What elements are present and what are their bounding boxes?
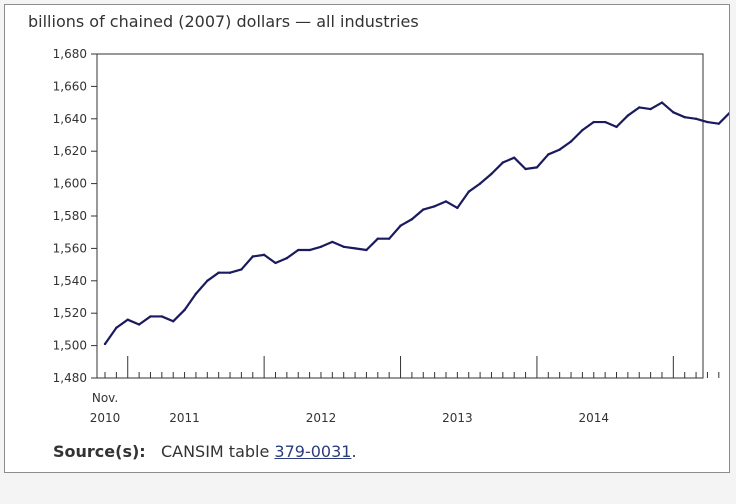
data-point [638, 106, 641, 109]
data-point [376, 237, 379, 240]
data-point [422, 208, 425, 211]
y-tick-label: 1,560 [53, 241, 87, 255]
data-point [331, 240, 334, 244]
data-point [228, 271, 232, 274]
data-point [206, 279, 209, 282]
data-point [694, 117, 698, 121]
data-point [717, 122, 720, 125]
y-tick-label: 1,500 [53, 339, 87, 353]
data-point [353, 247, 357, 250]
data-point [126, 318, 129, 321]
data-point [115, 326, 118, 329]
y-tick-label: 1,580 [53, 209, 87, 223]
plot-area [96, 53, 704, 379]
y-tick-label: 1,680 [53, 47, 87, 61]
data-point [387, 237, 391, 240]
source-table-link[interactable]: 379-0031 [274, 442, 352, 461]
x-tick-label-month: Nov. [92, 391, 118, 405]
data-point [274, 261, 277, 265]
data-point [103, 342, 107, 346]
data-point [365, 248, 368, 252]
x-tick-label-year: 2014 [578, 411, 609, 425]
x-tick-label-year: 2013 [442, 411, 473, 425]
source-text: CANSIM table [160, 442, 270, 461]
source-note: Source(s): CANSIM table 379-0031. [53, 442, 357, 461]
data-points [103, 101, 729, 346]
data-point [558, 148, 561, 151]
y-tick-label: 1,480 [53, 371, 87, 385]
data-point [342, 245, 345, 248]
y-tick-label: 1,540 [53, 274, 87, 288]
data-point [262, 253, 266, 257]
data-point [433, 205, 436, 208]
data-point [706, 120, 709, 124]
data-point [490, 172, 493, 176]
y-tick-label: 1,640 [53, 112, 87, 126]
y-tick-label: 1,600 [53, 177, 87, 191]
data-point [603, 120, 607, 124]
data-point [410, 218, 414, 221]
x-tick-label-year: 2010 [90, 411, 121, 425]
data-point [592, 120, 595, 124]
data-point [240, 268, 243, 271]
data-point [478, 182, 482, 185]
data-point [172, 320, 175, 323]
data-point [626, 114, 630, 117]
data-point [183, 308, 186, 312]
data-point [535, 166, 539, 169]
data-point [649, 107, 652, 111]
x-axis: Nov.20102011201220132014Nov.2015 [90, 356, 720, 425]
data-point [149, 315, 152, 318]
data-point [524, 167, 527, 171]
data-point [672, 111, 675, 114]
data-point [160, 315, 164, 318]
data-point [308, 248, 311, 252]
data-point [217, 271, 220, 274]
data-point [660, 101, 664, 104]
data-point [513, 156, 516, 159]
y-tick-label: 1,620 [53, 144, 87, 158]
data-point [615, 125, 618, 129]
data-point [456, 206, 459, 210]
data-point [319, 245, 323, 248]
data-point [683, 115, 686, 119]
data-point [547, 153, 550, 156]
y-tick-label: 1,520 [53, 306, 87, 320]
chart-frame: billions of chained (2007) dollars — all… [4, 4, 730, 473]
y-tick-label: 1,660 [53, 79, 87, 93]
data-point [444, 200, 448, 203]
data-point [251, 255, 254, 258]
data-point [569, 140, 573, 143]
x-tick-label-year: 2011 [169, 411, 200, 425]
data-point [581, 128, 584, 132]
data-point [399, 224, 402, 227]
data-point [501, 161, 505, 164]
data-point [194, 292, 198, 295]
source-suffix: . [351, 442, 357, 461]
x-tick-label-year: 2012 [306, 411, 337, 425]
source-label: Source(s): [53, 442, 146, 461]
data-point [137, 323, 141, 326]
chart: billions of chained (2007) dollars — all… [28, 12, 729, 425]
data-point [285, 256, 289, 260]
data-point [297, 248, 300, 252]
y-axis-title: billions of chained (2007) dollars — all… [28, 12, 419, 31]
y-axis: 1,480 1,500 1,520 1,540 1,560 1,580 1,600 1,620… [53, 47, 97, 385]
data-point [467, 190, 470, 193]
